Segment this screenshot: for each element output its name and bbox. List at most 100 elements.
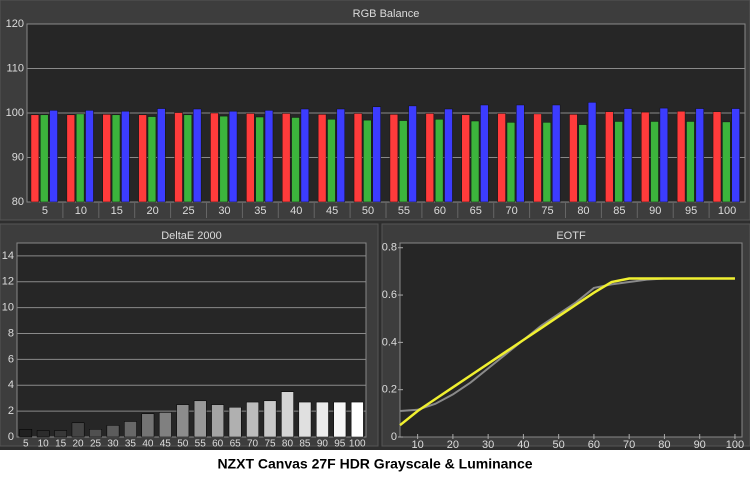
bar bbox=[147, 116, 157, 203]
x-tick-label: 40 bbox=[142, 439, 154, 450]
x-tick-label: 85 bbox=[613, 205, 625, 217]
bar bbox=[578, 124, 587, 203]
bar bbox=[121, 110, 130, 203]
bar bbox=[551, 104, 561, 203]
x-tick-label: 30 bbox=[482, 439, 494, 451]
bar bbox=[102, 114, 111, 203]
bar bbox=[650, 121, 659, 203]
x-tick-label: 30 bbox=[107, 439, 119, 450]
y-tick-label: 120 bbox=[6, 18, 24, 30]
bar bbox=[71, 422, 85, 438]
x-tick-label: 35 bbox=[125, 439, 137, 450]
bar bbox=[193, 400, 207, 438]
x-tick-label: 20 bbox=[447, 439, 459, 451]
chart-title: RGB Balance bbox=[353, 8, 420, 20]
y-tick-label: 0.2 bbox=[382, 384, 397, 396]
bar bbox=[353, 113, 363, 203]
bar bbox=[192, 108, 202, 203]
x-tick-label: 80 bbox=[658, 439, 670, 451]
x-tick-label: 50 bbox=[177, 439, 189, 450]
y-tick-label: 0.8 bbox=[382, 242, 397, 254]
x-tick-label: 100 bbox=[726, 439, 744, 451]
bar bbox=[316, 401, 329, 438]
bar bbox=[124, 421, 137, 438]
bar bbox=[300, 108, 310, 203]
bar bbox=[333, 401, 347, 438]
x-tick-label: 70 bbox=[506, 205, 518, 217]
bar bbox=[264, 110, 274, 203]
bar bbox=[434, 118, 444, 203]
bar bbox=[255, 116, 264, 203]
x-tick-label: 90 bbox=[649, 205, 661, 217]
y-tick-label: 0.4 bbox=[382, 336, 397, 348]
x-tick-label: 75 bbox=[541, 205, 553, 217]
x-tick-label: 100 bbox=[718, 205, 736, 217]
bar bbox=[444, 108, 453, 203]
bar bbox=[695, 108, 705, 203]
bar bbox=[425, 113, 435, 203]
bar bbox=[533, 113, 542, 203]
caption: NZXT Canvas 27F HDR Grayscale & Luminanc… bbox=[217, 456, 532, 472]
y-tick-label: 90 bbox=[12, 151, 24, 163]
bar bbox=[350, 401, 364, 438]
bar bbox=[686, 121, 695, 203]
x-tick-label: 90 bbox=[694, 439, 706, 451]
bar bbox=[176, 404, 190, 438]
bar bbox=[298, 401, 312, 438]
bar bbox=[317, 114, 327, 203]
bar bbox=[336, 108, 346, 203]
x-tick-label: 25 bbox=[182, 205, 194, 217]
bar bbox=[158, 412, 172, 438]
bar bbox=[281, 113, 291, 203]
x-tick-label: 40 bbox=[517, 439, 529, 451]
x-tick-label: 40 bbox=[290, 205, 302, 217]
bar bbox=[712, 111, 722, 203]
x-tick-label: 45 bbox=[160, 439, 172, 450]
x-tick-label: 5 bbox=[23, 439, 29, 450]
x-tick-label: 15 bbox=[55, 439, 67, 450]
bar bbox=[516, 104, 525, 203]
bar bbox=[480, 104, 489, 203]
bar bbox=[210, 112, 219, 203]
y-tick-label: 0.6 bbox=[382, 289, 397, 301]
bar bbox=[263, 400, 277, 438]
bar bbox=[506, 122, 516, 203]
y-tick-label: 14 bbox=[2, 250, 14, 262]
x-tick-label: 50 bbox=[553, 439, 565, 451]
bar bbox=[676, 110, 686, 203]
bar bbox=[659, 107, 669, 203]
x-tick-label: 30 bbox=[218, 205, 230, 217]
bar bbox=[363, 119, 372, 203]
bar bbox=[85, 110, 94, 203]
bar bbox=[542, 122, 552, 203]
y-tick-label: 6 bbox=[8, 353, 14, 365]
bar bbox=[19, 428, 33, 438]
bar bbox=[111, 114, 121, 203]
plot-area bbox=[399, 242, 743, 438]
bar bbox=[470, 120, 480, 203]
bar bbox=[49, 110, 58, 203]
chart-title: DeltaE 2000 bbox=[161, 230, 222, 242]
x-tick-label: 50 bbox=[362, 205, 374, 217]
x-tick-label: 65 bbox=[470, 205, 482, 217]
y-tick-label: 10 bbox=[2, 302, 14, 314]
bar bbox=[461, 114, 470, 203]
bar bbox=[722, 121, 731, 203]
x-tick-label: 90 bbox=[317, 439, 329, 450]
x-tick-label: 5 bbox=[42, 205, 48, 217]
x-tick-label: 20 bbox=[73, 439, 85, 450]
bar bbox=[89, 428, 102, 438]
x-tick-label: 60 bbox=[588, 439, 600, 451]
x-tick-label: 10 bbox=[38, 439, 50, 450]
bar bbox=[54, 430, 67, 438]
bar bbox=[623, 108, 633, 203]
bar bbox=[731, 108, 740, 203]
x-tick-label: 60 bbox=[212, 439, 224, 450]
bar bbox=[228, 110, 238, 203]
y-tick-label: 12 bbox=[2, 276, 14, 288]
bar bbox=[389, 114, 399, 203]
bar bbox=[106, 425, 120, 438]
y-tick-label: 0 bbox=[8, 431, 14, 443]
